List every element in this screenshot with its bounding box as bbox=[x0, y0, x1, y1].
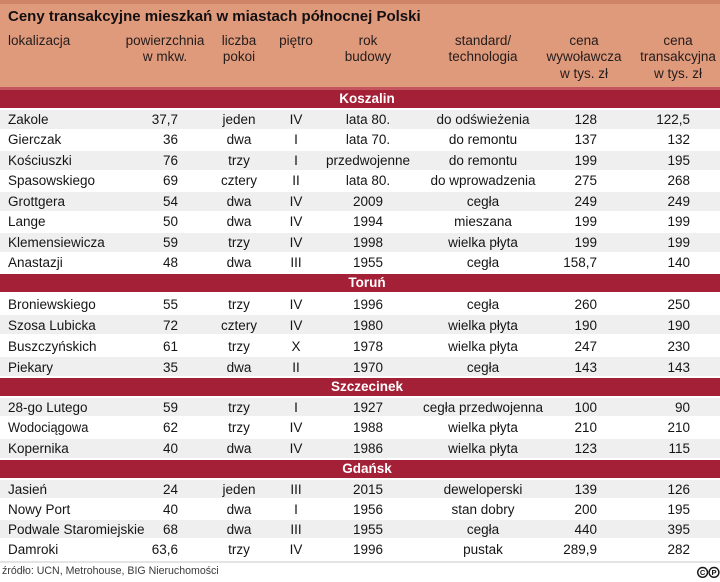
svg-text:C: C bbox=[700, 568, 706, 577]
svg-text:P: P bbox=[711, 568, 716, 577]
